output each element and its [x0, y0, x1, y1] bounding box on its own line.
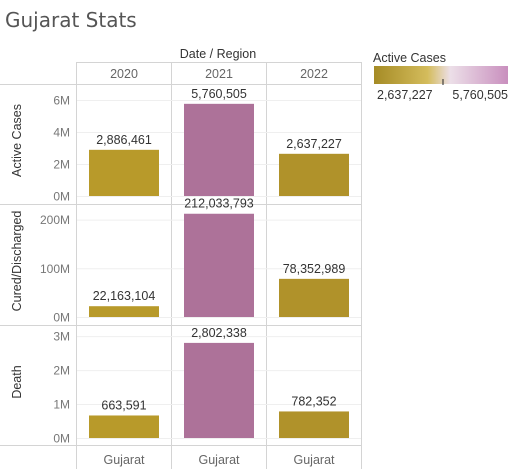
data-labels: 2,886,461 5,760,505 2,637,227 22,163,104 212…	[93, 87, 346, 413]
data-label-active-cases-2022: 2,637,227	[286, 137, 342, 151]
tick-death-0M: 0M	[53, 432, 70, 446]
chart-title: Gujarat Stats	[5, 8, 137, 32]
data-label-active-cases-2021: 5,760,505	[191, 87, 247, 101]
tick-cured-discharged-200M: 200M	[40, 213, 70, 227]
data-label-death-2021: 2,802,338	[191, 326, 247, 340]
data-label-death-2022: 782,352	[291, 394, 336, 408]
row-labels: Active Cases Cured/Discharged Death	[10, 104, 24, 399]
tick-active-cases-0M: 0M	[53, 190, 70, 204]
data-label-active-cases-2020: 2,886,461	[96, 133, 152, 147]
column-label-2020: 2020	[110, 67, 138, 81]
y-axis-ticks: 0M 2M 4M 6M 0M 100M 200M 0M 1M 2M 3M	[40, 94, 70, 446]
bars	[89, 103, 349, 438]
column-labels: 2020 2021 2022	[110, 67, 328, 81]
row-label-active-cases: Active Cases	[10, 104, 24, 177]
grid-frame	[0, 62, 362, 469]
data-label-cured-discharged-2020: 22,163,104	[93, 289, 156, 303]
bar-cured-discharged-2021[interactable]	[184, 213, 254, 317]
bar-cured-discharged-2022[interactable]	[279, 278, 349, 317]
bar-death-2021[interactable]	[184, 342, 254, 438]
tick-cured-discharged-100M: 100M	[40, 262, 70, 276]
bar-active-cases-2020[interactable]	[89, 149, 159, 196]
region-label-2022: Gujarat	[294, 453, 336, 467]
bar-cured-discharged-2020[interactable]	[89, 306, 159, 317]
tick-death-3M: 3M	[53, 330, 70, 344]
column-label-2021: 2021	[205, 67, 233, 81]
legend-max-label: 5,760,505	[452, 88, 508, 102]
tick-active-cases-6M: 6M	[53, 94, 70, 108]
data-label-cured-discharged-2021: 212,033,793	[184, 197, 254, 211]
bar-active-cases-2022[interactable]	[279, 153, 349, 196]
tick-death-2M: 2M	[53, 364, 70, 378]
tick-active-cases-4M: 4M	[53, 126, 70, 140]
data-label-cured-discharged-2022: 78,352,989	[283, 262, 346, 276]
tick-active-cases-2M: 2M	[53, 158, 70, 172]
tick-cured-discharged-0M: 0M	[53, 311, 70, 325]
tick-death-1M: 1M	[53, 398, 70, 412]
bar-death-2022[interactable]	[279, 411, 349, 438]
legend-title: Active Cases	[373, 51, 446, 65]
column-header: Date / Region	[180, 47, 256, 61]
data-label-death-2020: 663,591	[101, 398, 146, 412]
region-labels: Gujarat Gujarat Gujarat	[104, 453, 336, 467]
row-label-death: Death	[10, 365, 24, 398]
region-label-2020: Gujarat	[104, 453, 146, 467]
row-label-cured-discharged: Cured/Discharged	[10, 211, 24, 312]
column-label-2022: 2022	[300, 67, 328, 81]
region-label-2021: Gujarat	[199, 453, 241, 467]
bar-death-2020[interactable]	[89, 415, 159, 438]
bar-active-cases-2021[interactable]	[184, 103, 254, 196]
legend-gradient-bar	[374, 66, 508, 84]
color-legend: Active Cases 2,637,227 5,760,505	[373, 51, 508, 102]
legend-min-label: 2,637,227	[377, 88, 433, 102]
